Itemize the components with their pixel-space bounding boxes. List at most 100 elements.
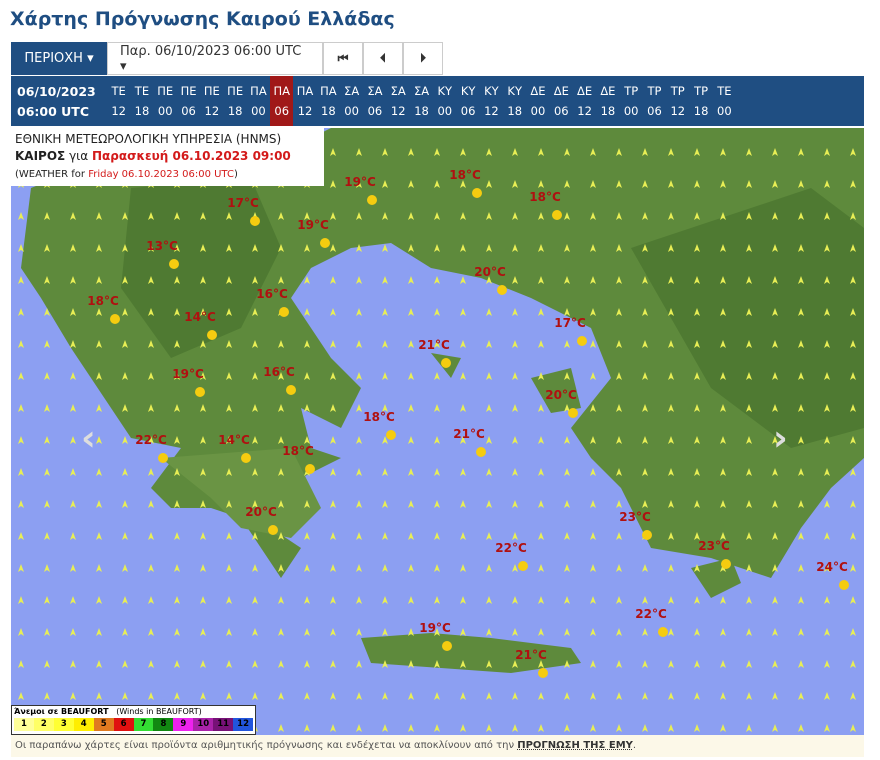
wind-arrow-icon: [434, 372, 440, 380]
wind-arrow-icon: [122, 340, 128, 348]
time-step[interactable]: ΣΑ 12: [387, 76, 410, 126]
wind-arrow-icon: [304, 340, 310, 348]
wind-arrow-icon: [850, 692, 856, 700]
wind-arrow-icon: [44, 532, 50, 540]
temperature-label: 22°C: [495, 541, 527, 555]
step-hour: 12: [111, 104, 126, 118]
wind-arrow-icon: [434, 468, 440, 476]
time-step[interactable]: ΠΑ 18: [317, 76, 340, 126]
time-step[interactable]: ΣΑ 06: [363, 76, 386, 126]
time-step[interactable]: ΤΕ 12: [107, 76, 130, 126]
step-hour: 18: [693, 104, 709, 118]
step-day: ΚΥ: [437, 84, 453, 98]
step-day: ΚΥ: [507, 84, 522, 98]
sun-icon: [472, 188, 482, 198]
wind-arrow-icon: [564, 308, 570, 316]
time-step[interactable]: ΔΕ 18: [596, 76, 619, 126]
wind-arrow-icon: [356, 596, 362, 604]
time-step[interactable]: ΤΕ 00: [713, 76, 736, 126]
wind-arrow-icon: [408, 308, 414, 316]
wind-arrow-icon: [694, 724, 700, 732]
sun-icon: [839, 580, 849, 590]
first-icon[interactable]: ⏮: [323, 42, 363, 75]
time-step[interactable]: ΤΕ 18: [130, 76, 153, 126]
time-step[interactable]: ΠΑ 12: [293, 76, 316, 126]
wind-arrow-icon: [148, 436, 154, 444]
temperature-label: 17°C: [227, 196, 259, 210]
wind-arrow-icon: [330, 148, 336, 156]
wind-arrow-icon: [252, 244, 258, 252]
wind-arrow-icon: [226, 372, 232, 380]
previous-arrow-icon[interactable]: ‹: [81, 418, 96, 459]
prev-icon[interactable]: ⏴: [363, 42, 403, 75]
wind-arrow-icon: [356, 660, 362, 668]
step-hour: 12: [484, 104, 499, 118]
time-step[interactable]: ΔΕ 06: [550, 76, 573, 126]
wind-arrow-icon: [148, 628, 154, 636]
wind-arrow-icon: [18, 692, 24, 700]
wind-arrow-icon: [460, 436, 466, 444]
time-step[interactable]: ΚΥ 06: [456, 76, 479, 126]
time-step[interactable]: ΣΑ 18: [410, 76, 433, 126]
wind-arrow-icon: [720, 500, 726, 508]
wind-arrow-icon: [798, 244, 804, 252]
wind-arrow-icon: [278, 468, 284, 476]
date-select[interactable]: Παρ. 06/10/2023 06:00 UTC ▾: [107, 42, 323, 75]
wind-arrow-icon: [200, 340, 206, 348]
region-dropdown[interactable]: ΠΕΡΙΟΧΗ ▾: [11, 42, 107, 75]
sun-icon: [476, 447, 486, 457]
wind-arrow-icon: [18, 564, 24, 572]
time-step[interactable]: ΚΥ 00: [433, 76, 456, 126]
time-step[interactable]: ΠΑ 06: [270, 76, 294, 126]
time-step[interactable]: ΔΕ 12: [573, 76, 596, 126]
wind-arrow-icon: [70, 660, 76, 668]
time-step[interactable]: ΚΥ 18: [503, 76, 526, 126]
wind-arrow-icon: [772, 564, 778, 572]
wind-arrow-icon: [512, 180, 518, 188]
time-step[interactable]: ΣΑ 00: [340, 76, 363, 126]
time-step[interactable]: ΠΕ 18: [223, 76, 246, 126]
wind-arrow-icon: [304, 404, 310, 412]
wind-arrow-icon: [850, 276, 856, 284]
wind-arrow-icon: [44, 244, 50, 252]
wind-arrow-icon: [642, 436, 648, 444]
wind-arrow-icon: [96, 500, 102, 508]
next-arrow-icon[interactable]: ›: [773, 418, 788, 459]
wind-arrow-icon: [642, 500, 648, 508]
wind-arrow-icon: [408, 436, 414, 444]
forecast-link[interactable]: ΠΡΟΓΝΩΣΗ ΤΗΣ ΕΜΥ: [517, 740, 633, 751]
time-step[interactable]: ΠΑ 00: [247, 76, 270, 126]
wind-arrow-icon: [70, 436, 76, 444]
next-icon[interactable]: ⏵: [403, 42, 443, 75]
wind-arrow-icon: [382, 372, 388, 380]
wind-arrow-icon: [512, 244, 518, 252]
wind-arrow-icon: [590, 532, 596, 540]
wind-arrow-icon: [538, 724, 544, 732]
wind-arrow-icon: [330, 532, 336, 540]
time-step[interactable]: ΔΕ 00: [526, 76, 549, 126]
wind-arrow-icon: [304, 532, 310, 540]
time-step[interactable]: ΤΡ 18: [689, 76, 712, 126]
temperature-label: 21°C: [453, 427, 485, 441]
time-step[interactable]: ΤΡ 06: [643, 76, 666, 126]
wind-arrow-icon: [512, 404, 518, 412]
wind-arrow-icon: [486, 436, 492, 444]
wind-arrow-icon: [408, 692, 414, 700]
time-step[interactable]: ΠΕ 06: [177, 76, 200, 126]
wind-arrow-icon: [694, 500, 700, 508]
wind-arrow-icon: [616, 532, 622, 540]
time-step[interactable]: ΤΡ 12: [666, 76, 689, 126]
step-hour: 06: [181, 104, 196, 118]
wind-arrow-icon: [200, 276, 206, 284]
wind-arrow-icon: [564, 148, 570, 156]
wind-arrow-icon: [486, 340, 492, 348]
wind-arrow-icon: [564, 532, 570, 540]
time-step[interactable]: ΚΥ 12: [480, 76, 503, 126]
wind-arrow-icon: [772, 468, 778, 476]
time-step[interactable]: ΠΕ 12: [200, 76, 223, 126]
beaufort-7: 7: [133, 718, 154, 731]
wind-arrow-icon: [824, 372, 830, 380]
wind-arrow-icon: [408, 212, 414, 220]
time-step[interactable]: ΠΕ 00: [154, 76, 177, 126]
time-step[interactable]: ΤΡ 00: [620, 76, 643, 126]
